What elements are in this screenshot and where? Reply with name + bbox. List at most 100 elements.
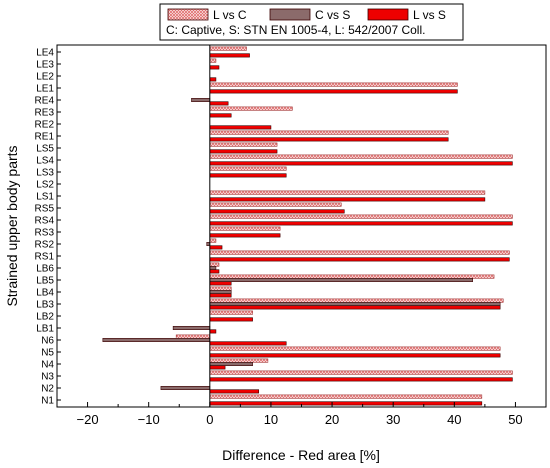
bar-lb5-series-2 (209, 277, 473, 282)
bar-lb2-series-1 (209, 310, 253, 315)
bar-re1-series-1 (209, 130, 449, 135)
bar-ls1-series-3 (209, 197, 486, 202)
bar-n4-series-1 (209, 358, 269, 363)
y-tick-label: N2 (41, 384, 54, 395)
y-tick-label: RS4 (35, 216, 55, 227)
bar-ls5-series-3 (209, 149, 278, 154)
y-axis: LE4LE3LE2LE1RE4RE3RE2RE1LS5LS4LS3LS2LS1R… (35, 48, 61, 407)
y-tick-label: RS3 (35, 228, 55, 239)
x-tick-label: 0 (206, 412, 213, 427)
x-tick-label: 50 (508, 412, 522, 427)
bar-ls4-series-1 (209, 154, 513, 159)
y-tick-label: LB6 (36, 264, 54, 275)
bar-lb5-series-3 (209, 281, 232, 286)
y-tick-label: LB2 (36, 312, 54, 323)
y-tick-label: RS2 (35, 240, 55, 251)
plot-frame (56, 44, 547, 408)
bar-ls3-series-3 (209, 173, 287, 178)
bar-rs3-series-3 (209, 233, 281, 238)
y-tick-label: N6 (41, 336, 54, 347)
y-tick-label: LS5 (36, 144, 54, 155)
bar-n1-series-1 (209, 394, 483, 399)
bar-n2-series-2 (160, 385, 211, 390)
legend-label-series-3: L vs S (413, 8, 446, 22)
bar-le3-series-1 (209, 58, 217, 63)
bar-re4-series-3 (209, 101, 229, 106)
bar-n3-series-3 (209, 377, 513, 382)
bar-lb4-series-1 (209, 286, 232, 291)
bar-lb4-series-2 (209, 289, 232, 294)
y-tick-label: N1 (41, 396, 54, 407)
legend-swatch-series-2 (269, 8, 311, 21)
y-tick-label: LB1 (36, 324, 54, 335)
bar-n4-series-3 (209, 365, 226, 370)
y-tick-label: RE1 (35, 132, 55, 143)
x-tick-label: −10 (138, 412, 160, 427)
bar-rs1-series-1 (209, 250, 510, 255)
bar-lb3-series-3 (209, 305, 501, 310)
y-tick-label: LS4 (36, 156, 54, 167)
bar-rs2-series-1 (209, 238, 217, 243)
legend-note: C: Captive, S: STN EN 1005-4, L: 542/200… (166, 23, 425, 37)
y-tick-label: RE2 (35, 120, 55, 131)
bar-lb2-series-3 (209, 317, 253, 322)
x-axis-title: Difference - Red area [%] (222, 447, 380, 463)
bar-re4-series-2 (191, 98, 211, 103)
y-tick-label: LS2 (36, 180, 54, 191)
bar-lb1-series-2 (172, 325, 211, 330)
bar-rs5-series-1 (209, 202, 342, 207)
bar-lb6-series-2 (209, 265, 217, 270)
y-tick-label: LB4 (36, 288, 54, 299)
bar-ls5-series-1 (209, 142, 278, 147)
bar-lb4-series-3 (209, 293, 232, 298)
legend-frame (159, 3, 464, 41)
bar-n3-series-1 (209, 370, 513, 375)
x-tick-label: 10 (264, 412, 278, 427)
y-tick-label: LB3 (36, 300, 54, 311)
y-tick-label: RS5 (35, 204, 55, 215)
bar-le3-series-3 (209, 65, 220, 70)
bar-n6-series-3 (209, 341, 287, 346)
bar-le4-series-1 (209, 46, 247, 51)
bar-n5-series-3 (209, 353, 501, 358)
bar-rs1-series-3 (209, 257, 510, 262)
y-tick-label: RE4 (35, 96, 55, 107)
y-axis-title: Strained upper body parts (4, 145, 20, 306)
y-tick-label: N5 (41, 348, 54, 359)
bar-lb1-series-3 (209, 329, 217, 334)
y-tick-label: LS1 (36, 192, 54, 203)
legend: L vs C C vs S L vs S C: Captive, S: STN EN… (159, 3, 464, 41)
bar-re1-series-3 (209, 137, 449, 142)
bar-le4-series-3 (209, 53, 250, 58)
y-tick-label: N4 (41, 360, 54, 371)
bar-re2-series-3 (209, 125, 272, 130)
bar-n6-series-1 (175, 334, 211, 339)
y-tick-label: LB5 (36, 276, 54, 287)
y-tick-label: LE3 (36, 60, 54, 71)
y-tick-label: N3 (41, 372, 54, 383)
bar-le1-series-1 (209, 82, 458, 87)
y-tick-label: LE1 (36, 84, 54, 95)
legend-label-series-1: L vs C (213, 8, 247, 22)
bar-lb3-series-2 (209, 301, 501, 306)
bar-lb6-series-3 (209, 269, 220, 274)
y-tick-label: LE2 (36, 72, 54, 83)
bar-ls4-series-3 (209, 161, 513, 166)
bar-rs5-series-3 (209, 209, 345, 214)
y-tick-label: RS1 (35, 252, 55, 263)
bar-n6-series-2 (102, 337, 211, 342)
bar-le2-series-3 (209, 77, 217, 82)
bar-ls1-series-1 (209, 190, 486, 195)
y-tick-label: LS3 (36, 168, 54, 179)
bar-lb3-series-1 (209, 298, 504, 303)
bar-rs4-series-3 (209, 221, 513, 226)
bar-re3-series-1 (209, 106, 293, 111)
bar-rs2-series-3 (209, 245, 223, 250)
y-tick-label: RE3 (35, 108, 55, 119)
bar-le1-series-3 (209, 89, 458, 94)
bar-rs3-series-1 (209, 226, 281, 231)
bar-ls3-series-1 (209, 166, 287, 171)
bar-n2-series-3 (209, 389, 260, 394)
x-axis: −20 −10 0 10 20 30 40 50 (56, 402, 547, 427)
